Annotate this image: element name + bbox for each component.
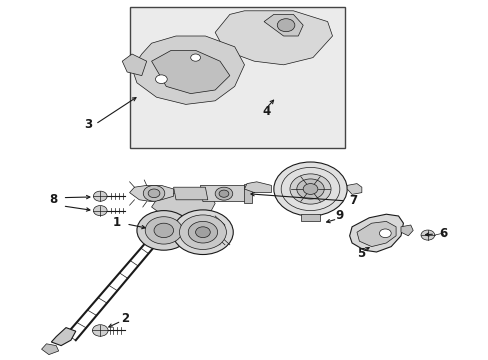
Polygon shape — [200, 185, 246, 202]
Circle shape — [148, 189, 160, 198]
Text: 8: 8 — [49, 193, 58, 206]
Polygon shape — [215, 11, 332, 65]
Circle shape — [379, 229, 390, 238]
Polygon shape — [129, 185, 173, 202]
Circle shape — [93, 206, 107, 216]
Circle shape — [296, 179, 324, 199]
Text: 3: 3 — [84, 118, 92, 131]
Circle shape — [92, 325, 108, 336]
Circle shape — [155, 75, 167, 84]
Polygon shape — [264, 14, 303, 36]
Text: 1: 1 — [113, 216, 121, 229]
Circle shape — [289, 174, 330, 204]
Bar — [129, 7, 344, 148]
Text: 4: 4 — [262, 105, 270, 118]
Polygon shape — [349, 214, 403, 252]
Circle shape — [93, 191, 107, 201]
Polygon shape — [300, 214, 320, 221]
Circle shape — [219, 190, 228, 197]
Circle shape — [188, 221, 217, 243]
Text: 5: 5 — [356, 247, 364, 260]
Circle shape — [273, 162, 346, 216]
Text: 6: 6 — [438, 227, 447, 240]
Polygon shape — [51, 328, 76, 346]
Circle shape — [190, 54, 200, 61]
Circle shape — [154, 223, 173, 238]
Circle shape — [137, 211, 190, 250]
Text: 9: 9 — [335, 209, 343, 222]
Polygon shape — [132, 36, 244, 104]
Polygon shape — [244, 182, 271, 193]
Circle shape — [143, 185, 164, 201]
Circle shape — [179, 215, 226, 249]
Polygon shape — [144, 212, 200, 238]
Polygon shape — [356, 221, 395, 247]
Circle shape — [420, 230, 434, 240]
Circle shape — [172, 210, 233, 255]
Polygon shape — [173, 187, 207, 200]
Polygon shape — [243, 184, 251, 203]
Polygon shape — [151, 50, 229, 94]
Polygon shape — [400, 225, 412, 236]
Text: 7: 7 — [349, 194, 357, 207]
Polygon shape — [151, 191, 215, 218]
Circle shape — [145, 217, 182, 244]
Circle shape — [303, 184, 317, 194]
Circle shape — [215, 187, 232, 200]
Circle shape — [277, 19, 294, 32]
Polygon shape — [41, 344, 59, 355]
Text: 2: 2 — [121, 312, 129, 325]
Circle shape — [195, 227, 210, 238]
Polygon shape — [122, 54, 146, 76]
Polygon shape — [346, 184, 361, 194]
